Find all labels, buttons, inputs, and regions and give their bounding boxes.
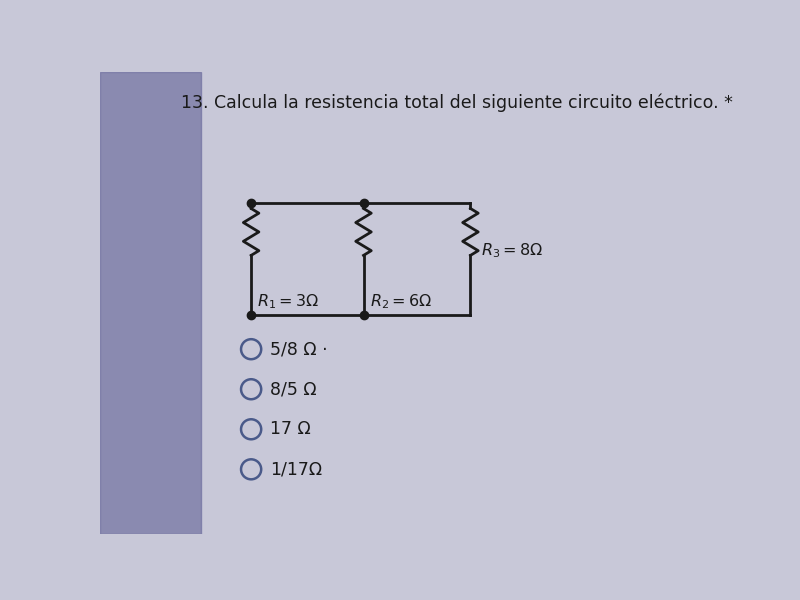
- Text: $R_3 = 8\Omega$: $R_3 = 8\Omega$: [482, 242, 543, 260]
- Bar: [100, 72, 201, 534]
- Text: 1/17Ω: 1/17Ω: [270, 460, 322, 478]
- Text: $R_2 = 6\Omega$: $R_2 = 6\Omega$: [370, 292, 432, 311]
- Text: $R_1 = 3\Omega$: $R_1 = 3\Omega$: [258, 292, 319, 311]
- Text: 17 Ω: 17 Ω: [270, 420, 311, 438]
- Text: 5/8 Ω ·: 5/8 Ω ·: [270, 340, 328, 358]
- Text: 13. Calcula la resistencia total del siguiente circuito eléctrico. *: 13. Calcula la resistencia total del sig…: [181, 94, 733, 112]
- Text: 8/5 Ω: 8/5 Ω: [270, 380, 317, 398]
